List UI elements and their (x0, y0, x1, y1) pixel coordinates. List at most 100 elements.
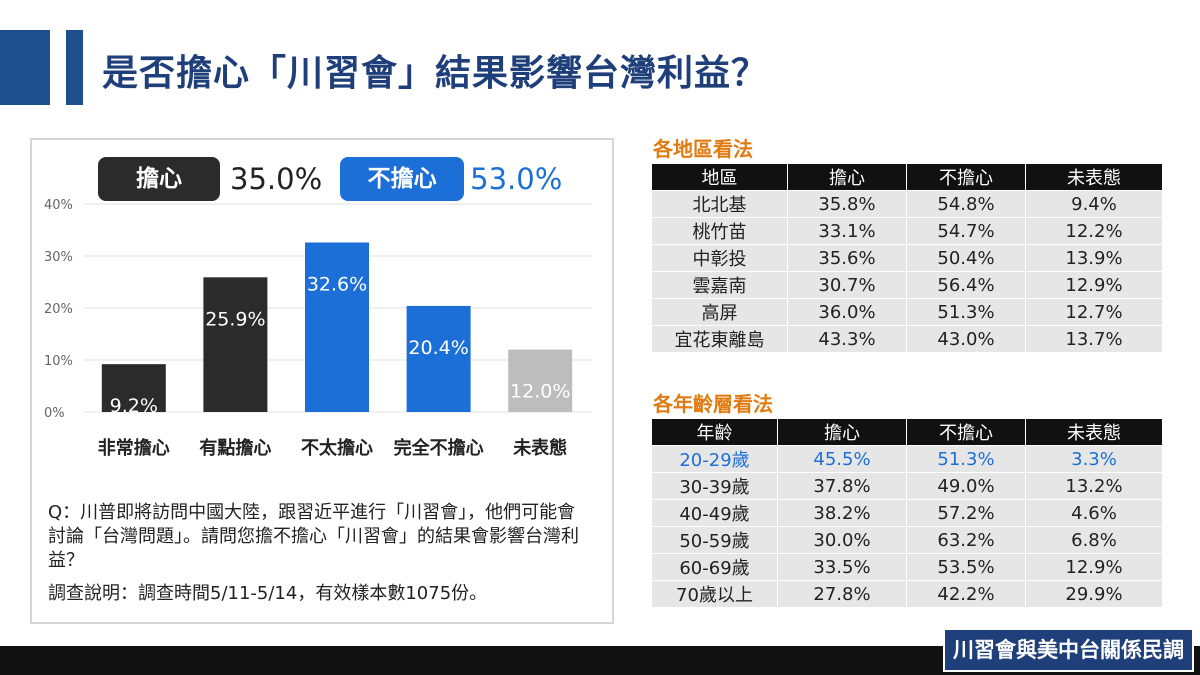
region-table: 地區 擔心 不擔心 未表態 北北基 35.8% 54.8% 9.4% 桃竹苗 33.1% 54.7… (651, 163, 1163, 353)
table-cell: 49.0% (906, 472, 1026, 500)
region-table-header: 地區 擔心 不擔心 未表態 (651, 163, 1163, 191)
table-cell: 3.3% (1025, 445, 1163, 473)
survey-question: Q：川普即將訪問中國大陸，跟習近平進行「川習會」，他們可能會討論「台灣問題」。請… (48, 502, 579, 571)
table-cell: 56.4% (906, 271, 1026, 299)
table-cell: 13.2% (1025, 472, 1163, 500)
bar (508, 349, 573, 412)
table-row: 50-59歲 30.0% 63.2% 6.8% (651, 526, 1163, 554)
x-category-label: 完全不擔心 (394, 437, 484, 459)
bar-value-label: 25.9% (205, 308, 265, 330)
title-accent-block (0, 30, 50, 105)
table-row: 70歲以上 27.8% 42.2% 29.9% (651, 580, 1163, 608)
region-header-cell: 擔心 (787, 163, 907, 191)
table-row: 桃竹苗 33.1% 54.7% 12.2% (651, 217, 1163, 245)
bar-value-label: 32.6% (307, 273, 367, 295)
table-cell: 30.0% (777, 526, 907, 554)
region-header-cell: 不擔心 (906, 163, 1026, 191)
table-cell: 60-69歲 (651, 553, 778, 581)
age-header-cell: 不擔心 (906, 418, 1026, 446)
table-cell: 中彰投 (651, 244, 788, 272)
bar-value-label: 20.4% (408, 337, 468, 359)
age-section-title: 各年齡層看法 (653, 392, 773, 416)
table-cell: 70歲以上 (651, 580, 778, 608)
table-cell: 50-59歲 (651, 526, 778, 554)
title-accent-stripe (66, 30, 83, 105)
table-cell: 36.0% (787, 298, 907, 326)
table-cell: 12.7% (1025, 298, 1163, 326)
table-row: 北北基 35.8% 54.8% 9.4% (651, 190, 1163, 218)
table-cell: 6.8% (1025, 526, 1163, 554)
legend-chip-not-worried: 不擔心 (340, 157, 465, 201)
bar-value-label: 9.2% (110, 395, 158, 417)
region-header-cell: 地區 (651, 163, 788, 191)
y-tick-label: 10% (44, 354, 73, 369)
table-cell: 4.6% (1025, 499, 1163, 527)
table-cell: 38.2% (777, 499, 907, 527)
table-row: 雲嘉南 30.7% 56.4% 12.9% (651, 271, 1163, 299)
bar (203, 277, 268, 412)
y-tick-label: 40% (44, 198, 73, 213)
bar (406, 305, 471, 412)
table-cell: 50.4% (906, 244, 1026, 272)
legend-value-not-worried: 53.0% (470, 162, 563, 196)
table-cell: 33.1% (787, 217, 907, 245)
table-cell: 30.7% (787, 271, 907, 299)
table-cell: 35.6% (787, 244, 907, 272)
table-cell: 54.7% (906, 217, 1026, 245)
region-header-cell: 未表態 (1025, 163, 1163, 191)
age-header-cell: 年齡 (651, 418, 778, 446)
table-cell: 37.8% (777, 472, 907, 500)
table-cell: 43.0% (906, 325, 1026, 353)
table-row: 宜花東離島 43.3% 43.0% 13.7% (651, 325, 1163, 353)
x-category-label: 非常擔心 (98, 437, 170, 459)
legend-value-worried: 35.0% (230, 162, 323, 196)
legend-chip-worried: 擔心 (98, 157, 220, 201)
page-title: 是否擔心「川習會」結果影響台灣利益？ (102, 53, 769, 94)
table-cell: 33.5% (777, 553, 907, 581)
table-cell: 40-49歲 (651, 499, 778, 527)
table-row: 60-69歲 33.5% 53.5% 12.9% (651, 553, 1163, 581)
bar (305, 242, 369, 412)
table-cell: 桃竹苗 (651, 217, 788, 245)
region-section-title: 各地區看法 (653, 137, 753, 161)
table-cell: 35.8% (787, 190, 907, 218)
survey-note: 調查說明：調查時間5/11-5/14，有效樣本數1075份。 (48, 583, 488, 604)
table-cell: 13.7% (1025, 325, 1163, 353)
table-cell: 51.3% (906, 298, 1026, 326)
table-cell: 12.9% (1025, 553, 1163, 581)
table-cell: 20-29歲 (651, 445, 778, 473)
bar (101, 364, 166, 412)
table-cell: 53.5% (906, 553, 1026, 581)
age-table: 年齡 擔心 不擔心 未表態 20-29歲 45.5% 51.3% 3.3% 30-39歲 37.… (651, 418, 1163, 608)
footer-label: 川習會與美中台關係民調 (943, 628, 1194, 672)
table-cell: 12.2% (1025, 217, 1163, 245)
table-cell: 13.9% (1025, 244, 1163, 272)
age-table-header: 年齡 擔心 不擔心 未表態 (651, 418, 1163, 446)
bar-value-label: 12.0% (510, 381, 570, 403)
table-cell: 北北基 (651, 190, 788, 218)
y-tick-label: 20% (44, 302, 73, 317)
table-cell: 63.2% (906, 526, 1026, 554)
table-cell: 雲嘉南 (651, 271, 788, 299)
y-tick-label: 0% (44, 406, 65, 421)
bar-chart: 0% 10% 20% 30% 40% 9.2% 非常擔心 25.9% 有點擔心 32.6% 不太擔心… (44, 198, 592, 459)
age-header-cell: 未表態 (1025, 418, 1163, 446)
table-row: 中彰投 35.6% 50.4% 13.9% (651, 244, 1163, 272)
y-tick-label: 30% (44, 250, 73, 265)
table-cell: 30-39歲 (651, 472, 778, 500)
table-cell: 45.5% (777, 445, 907, 473)
x-category-label: 有點擔心 (199, 437, 271, 459)
table-cell: 27.8% (777, 580, 907, 608)
x-category-label: 未表態 (513, 437, 567, 459)
table-cell: 宜花東離島 (651, 325, 788, 353)
table-cell: 42.2% (906, 580, 1026, 608)
x-category-label: 不太擔心 (301, 437, 373, 459)
table-cell: 57.2% (906, 499, 1026, 527)
table-cell: 高屏 (651, 298, 788, 326)
chart-legend: 擔心 35.0% 不擔心 53.0% (98, 157, 580, 201)
age-header-cell: 擔心 (777, 418, 907, 446)
table-cell: 54.8% (906, 190, 1026, 218)
table-row: 高屏 36.0% 51.3% 12.7% (651, 298, 1163, 326)
table-row: 40-49歲 38.2% 57.2% 4.6% (651, 499, 1163, 527)
table-cell: 9.4% (1025, 190, 1163, 218)
